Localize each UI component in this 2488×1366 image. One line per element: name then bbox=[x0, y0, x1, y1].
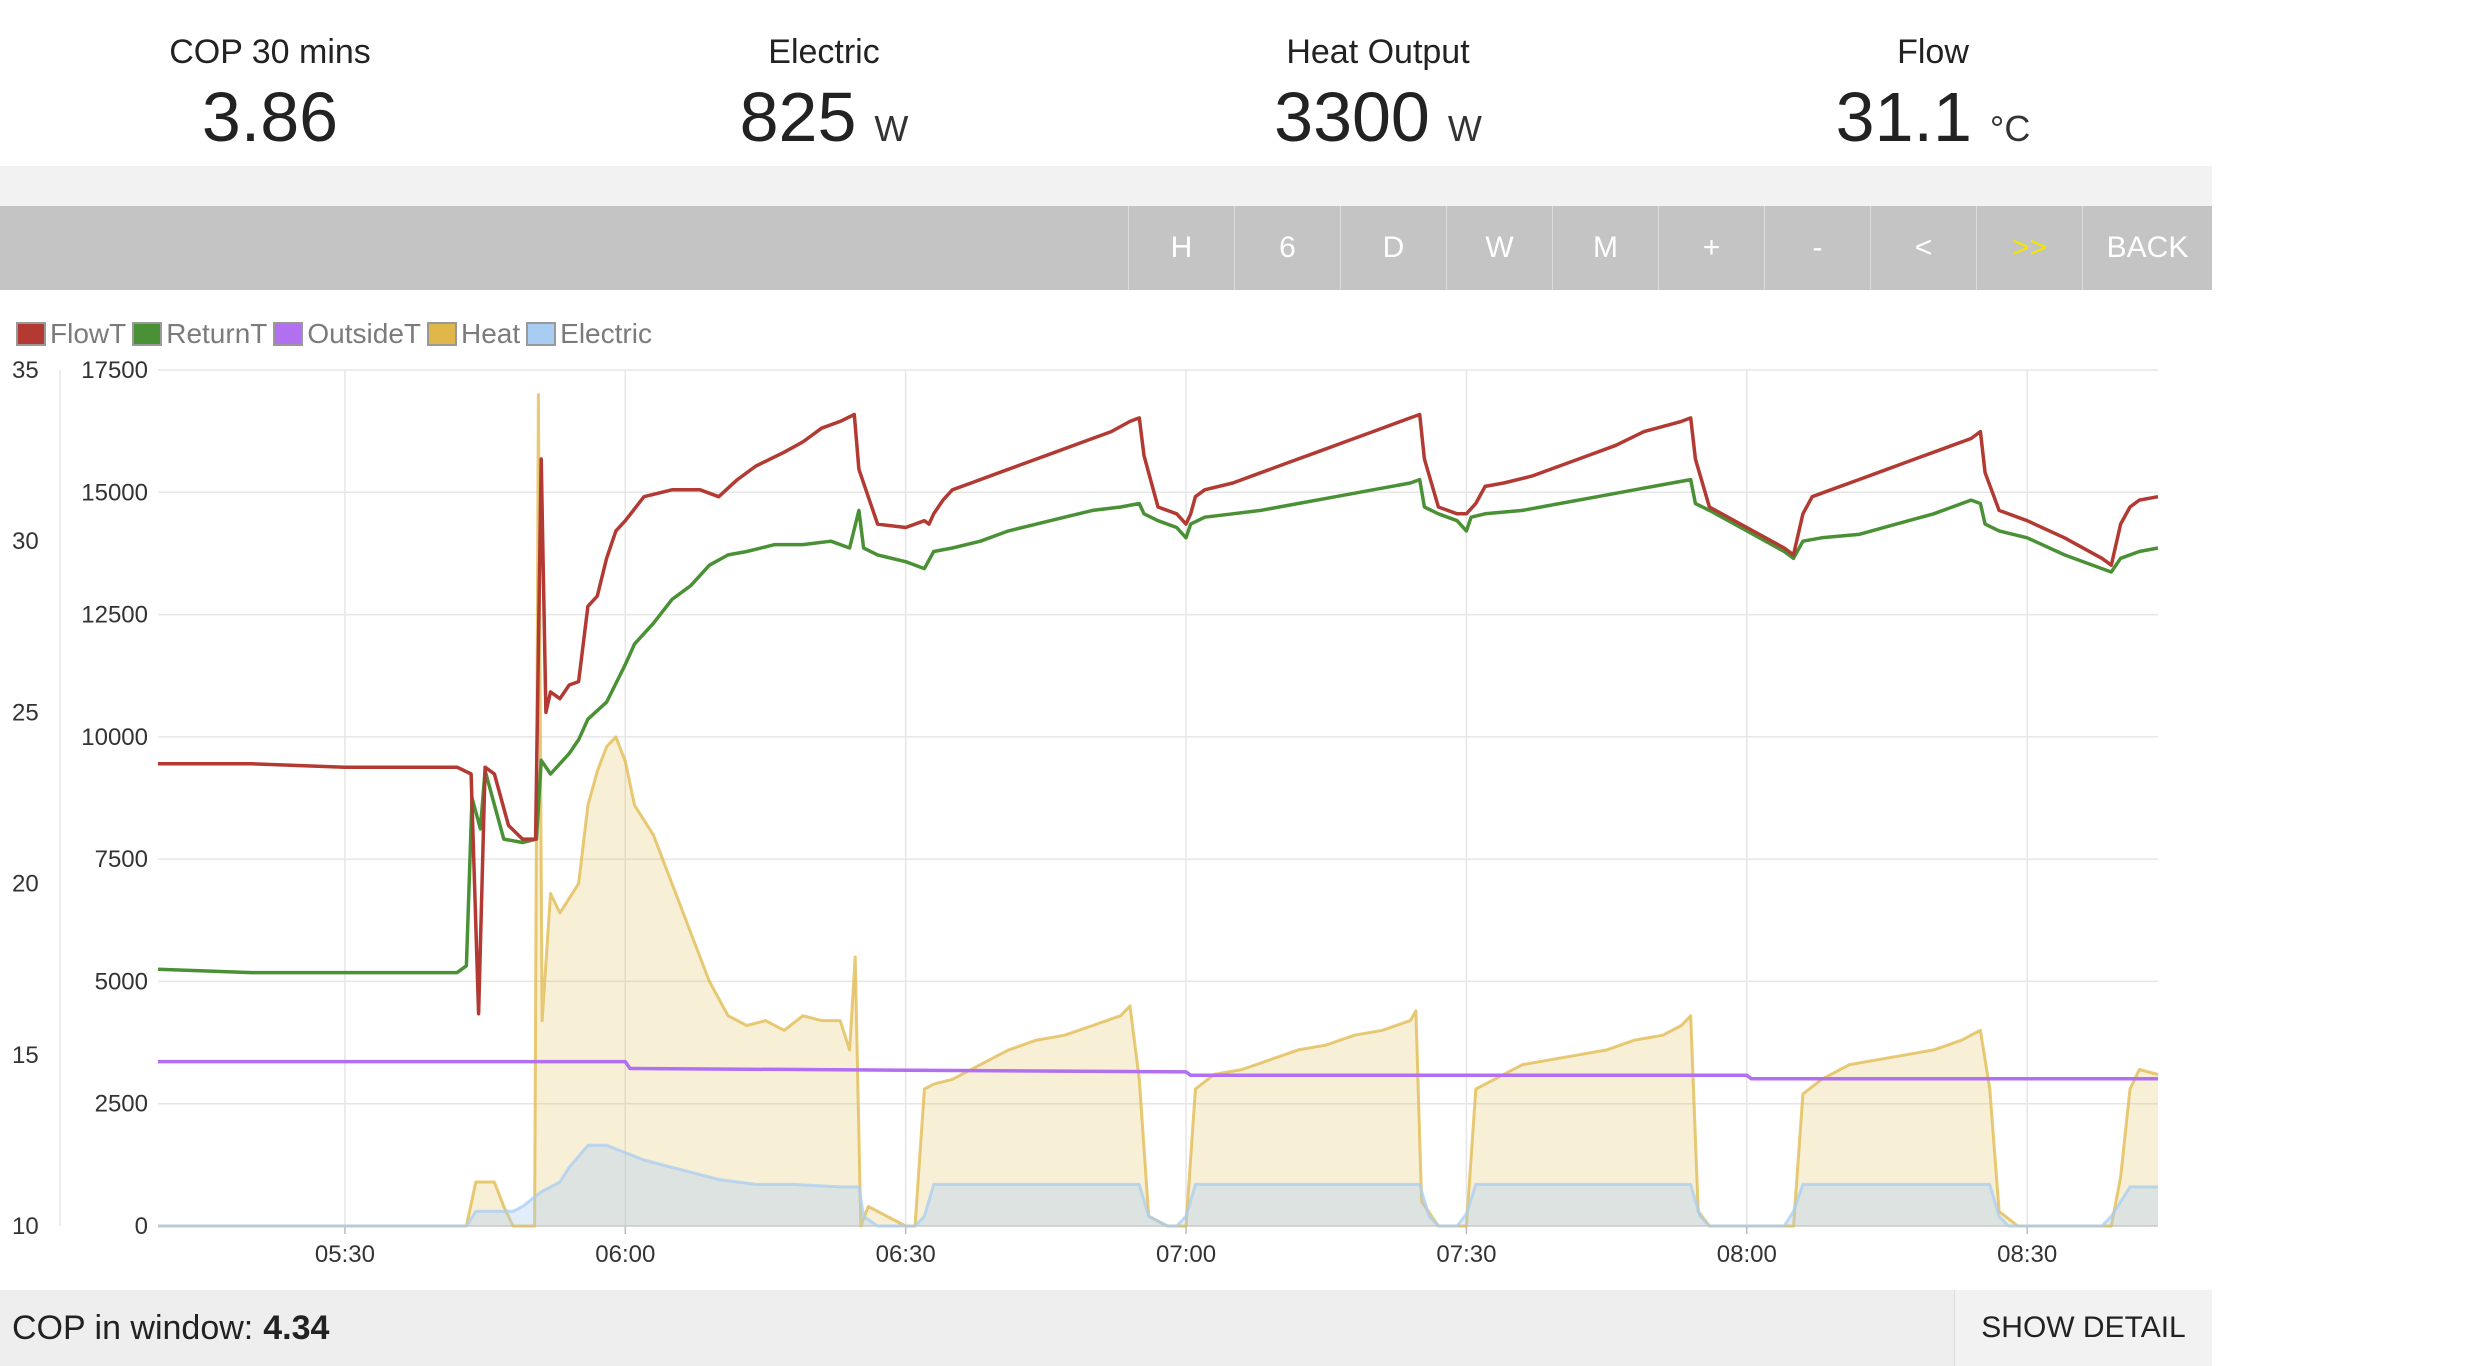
stat-label: Flow bbox=[1897, 33, 1969, 71]
chart-area: 05:30 06:00 06:30 07:00 07:30 08:00 08:30 10 15 2… bbox=[0, 290, 2212, 1290]
stat-label: Heat Output bbox=[1286, 33, 1470, 71]
x-tick-label: 06:00 bbox=[595, 1241, 655, 1268]
stat-value: 3300 bbox=[1274, 78, 1430, 156]
legend-item-outsidet[interactable]: OutsideT bbox=[273, 318, 421, 350]
footer-bar: COP in window: 4.34 SHOW DETAIL bbox=[0, 1290, 2212, 1366]
y-right-tick-label: 15000 bbox=[81, 479, 148, 506]
stat-value: 825 bbox=[739, 78, 857, 156]
series-flowt-line bbox=[158, 412, 2159, 1016]
x-tick-label: 07:00 bbox=[1156, 1241, 1216, 1268]
y-left-tick-label: 25 bbox=[12, 699, 39, 726]
x-tick-label: 06:30 bbox=[876, 1241, 936, 1268]
heatpump-dashboard: COP 30 mins 3.86 Electric 825 W Heat Outp… bbox=[0, 0, 2212, 1366]
y-right-tick-label: 0 bbox=[135, 1213, 148, 1240]
y-left-tick-label: 10 bbox=[12, 1213, 39, 1240]
back-button[interactable]: BACK bbox=[2082, 206, 2212, 290]
show-detail-button[interactable]: SHOW DETAIL bbox=[1954, 1290, 2212, 1366]
stat-heat-output: Heat Output 3300 W bbox=[1128, 28, 1628, 158]
time-range-toolbar: H 6 D W M + - < >> BACK bbox=[0, 206, 2212, 290]
y-left-tick-label: 35 bbox=[12, 357, 39, 384]
series-electric-area bbox=[158, 1145, 2158, 1226]
stat-unit: W bbox=[874, 108, 909, 149]
y-left-tick-label: 20 bbox=[12, 871, 39, 898]
stat-value: 3.86 bbox=[201, 78, 339, 156]
pan-right-button[interactable]: >> bbox=[1976, 206, 2082, 290]
range-hour-button[interactable]: H bbox=[1128, 206, 1234, 290]
stat-electric: Electric 825 W bbox=[574, 28, 1074, 158]
zoom-in-button[interactable]: + bbox=[1658, 206, 1764, 290]
range-6-hour-button[interactable]: 6 bbox=[1234, 206, 1340, 290]
cop-window: COP in window: 4.34 bbox=[12, 1290, 329, 1366]
legend-swatch bbox=[273, 322, 304, 346]
divider bbox=[0, 166, 2212, 206]
legend-item-heat[interactable]: Heat bbox=[427, 318, 520, 350]
legend-label: OutsideT bbox=[307, 318, 421, 349]
legend-item-flowt[interactable]: FlowT bbox=[16, 318, 126, 350]
stat-flow: Flow 31.1 °C bbox=[1683, 28, 2183, 158]
stat-unit: W bbox=[1447, 108, 1482, 149]
stat-value: 31.1 bbox=[1835, 78, 1972, 156]
x-tick-label: 08:00 bbox=[1717, 1241, 1777, 1268]
x-tick-label: 08:30 bbox=[1997, 1241, 2057, 1268]
legend-item-electric[interactable]: Electric bbox=[526, 318, 652, 350]
series-heat-area bbox=[158, 394, 2158, 1226]
stats-bar: COP 30 mins 3.86 Electric 825 W Heat Outp… bbox=[0, 0, 2212, 166]
x-tick-label: 07:30 bbox=[1436, 1241, 1496, 1268]
range-month-button[interactable]: M bbox=[1552, 206, 1658, 290]
series-returnt-line bbox=[157, 477, 2159, 975]
range-week-button[interactable]: W bbox=[1446, 206, 1552, 290]
legend-item-returnt[interactable]: ReturnT bbox=[132, 318, 267, 350]
series-heat-line bbox=[158, 393, 2159, 1228]
stat-label: COP 30 mins bbox=[169, 33, 371, 71]
y-left-tick-label: 30 bbox=[12, 528, 39, 555]
y-right-tick-label: 5000 bbox=[95, 968, 148, 995]
legend-swatch bbox=[526, 322, 557, 346]
pan-left-button[interactable]: < bbox=[1870, 206, 1976, 290]
line-chart[interactable]: 05:30 06:00 06:30 07:00 07:30 08:00 08:30 10 15 2… bbox=[0, 290, 2212, 1290]
legend-label: FlowT bbox=[50, 318, 127, 349]
stat-label: Electric bbox=[768, 33, 880, 71]
stat-cop: COP 30 mins 3.86 bbox=[20, 28, 520, 158]
range-day-button[interactable]: D bbox=[1340, 206, 1446, 290]
y-left-tick-label: 15 bbox=[12, 1042, 39, 1069]
x-tick-label: 05:30 bbox=[315, 1241, 375, 1268]
zoom-out-button[interactable]: - bbox=[1764, 206, 1870, 290]
y-right-tick-label: 2500 bbox=[95, 1091, 148, 1118]
legend-label: Heat bbox=[461, 318, 521, 349]
series-outsidet-line bbox=[158, 1059, 2158, 1081]
y-right-tick-label: 10000 bbox=[81, 724, 148, 751]
stat-unit: °C bbox=[1989, 108, 2031, 149]
legend-label: Electric bbox=[560, 318, 652, 349]
y-right-tick-label: 12500 bbox=[81, 602, 148, 629]
legend-label: ReturnT bbox=[166, 318, 268, 349]
cop-window-value: 4.34 bbox=[263, 1309, 330, 1347]
y-right-tick-label: 17500 bbox=[81, 357, 148, 384]
cop-window-label: COP in window: bbox=[12, 1309, 254, 1347]
series-electric-line bbox=[158, 1143, 2158, 1228]
chart-legend: FlowT ReturnT OutsideT Heat Electric bbox=[16, 318, 658, 354]
y-right-tick-label: 7500 bbox=[95, 846, 148, 873]
legend-swatch bbox=[16, 322, 46, 346]
legend-swatch bbox=[427, 322, 457, 346]
legend-swatch bbox=[132, 322, 163, 346]
